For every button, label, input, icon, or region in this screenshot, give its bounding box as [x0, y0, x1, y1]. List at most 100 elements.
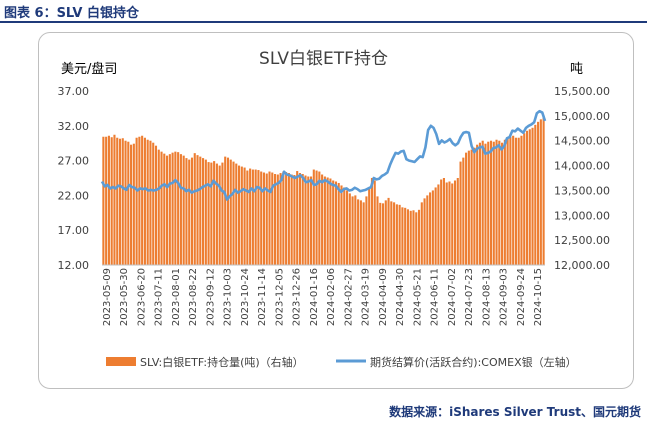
holding-bar — [512, 135, 515, 265]
holding-bar — [265, 173, 268, 265]
holding-bar — [334, 181, 338, 265]
x-tick-label: 2023-11-14 — [257, 268, 268, 326]
x-tick-label: 2024-05-21 — [412, 268, 423, 326]
holding-bar — [207, 162, 210, 265]
x-tick-label: 2024-02-27 — [343, 268, 354, 326]
holding-bar — [249, 168, 252, 265]
x-tick-label: 2024-07-02 — [447, 268, 458, 326]
holding-bar — [287, 173, 290, 265]
holding-bar — [118, 138, 122, 265]
holding-bar — [121, 138, 124, 265]
holding-bar — [238, 165, 241, 265]
holding-bar — [326, 177, 329, 265]
holding-bar — [179, 154, 182, 265]
holding-bar — [221, 162, 224, 265]
holding-bar — [304, 175, 307, 265]
holding-bar — [226, 157, 230, 265]
holding-bar — [271, 172, 274, 265]
holding-bar — [107, 135, 110, 265]
holding-bar — [143, 137, 146, 265]
right-tick-label: 12,000.00 — [554, 259, 610, 272]
holding-bar — [434, 187, 437, 265]
holding-bar — [260, 171, 263, 265]
holding-bar — [312, 169, 315, 265]
holding-bar — [215, 163, 218, 265]
holding-bar — [368, 187, 371, 265]
holding-bar — [467, 150, 470, 265]
holding-bar — [506, 137, 509, 265]
holding-bar — [204, 159, 207, 265]
holding-bar — [412, 210, 415, 265]
holding-bar — [337, 182, 340, 265]
holding-bar — [154, 145, 158, 265]
holding-bar — [351, 196, 354, 265]
holding-bar — [359, 200, 362, 265]
holding-bar — [105, 136, 108, 265]
legend-bar-label: SLV:白银ETF:持仓量(吨)（右轴） — [140, 355, 304, 369]
left-tick-label: 22.00 — [58, 189, 90, 202]
holding-bar — [174, 151, 177, 265]
holding-bar — [465, 152, 468, 265]
holding-bar — [393, 202, 396, 265]
x-tick-label: 2023-07-11 — [154, 268, 165, 326]
holding-bar — [404, 207, 407, 265]
holding-bar — [268, 171, 271, 265]
holding-bar — [246, 170, 249, 265]
holding-bar — [357, 199, 360, 265]
left-tick-label: 27.00 — [58, 155, 90, 168]
holding-bar — [276, 174, 279, 265]
holding-bar — [196, 155, 199, 265]
holding-bar — [130, 144, 133, 265]
holding-bar — [365, 196, 368, 265]
holding-bar — [149, 140, 152, 265]
holding-bar — [531, 127, 534, 265]
holding-bar — [417, 209, 421, 265]
holding-bar — [423, 198, 426, 265]
holding-bar — [152, 142, 155, 265]
holding-bar — [473, 147, 476, 265]
left-tick-label: 37.00 — [58, 85, 90, 98]
holding-bar — [262, 172, 266, 265]
holding-bar — [188, 159, 191, 265]
holding-bar — [315, 170, 318, 265]
x-tick-label: 2023-10-24 — [240, 268, 251, 326]
holding-bar — [431, 190, 434, 265]
right-tick-label: 14,000.00 — [554, 160, 610, 173]
holding-bar — [229, 159, 232, 265]
x-tick-label: 2024-04-30 — [395, 268, 406, 326]
holding-bar — [224, 156, 227, 265]
holding-bar — [440, 179, 443, 265]
holding-bar — [542, 115, 545, 265]
holding-bar — [218, 165, 221, 265]
line-layer — [100, 109, 547, 201]
holding-bar — [141, 135, 144, 265]
x-tick-label: 2023-08-01 — [171, 268, 182, 326]
right-tick-label: 13,000.00 — [554, 209, 610, 222]
holding-bar — [110, 137, 113, 265]
legend-bar-swatch — [106, 357, 136, 366]
holding-bar — [171, 152, 174, 265]
holding-bar — [420, 202, 423, 265]
holding-bar — [210, 162, 213, 265]
holding-bar — [370, 178, 373, 265]
x-tick-label: 2023-12-26 — [292, 268, 303, 326]
holding-bar — [199, 156, 202, 265]
x-tick-label: 2023-09-12 — [205, 268, 216, 326]
holding-bar — [390, 201, 393, 265]
holding-bar — [177, 152, 180, 265]
holding-bar — [381, 203, 385, 265]
x-tick-label: 2024-09-24 — [516, 268, 527, 326]
holding-bar — [484, 143, 487, 265]
holding-bar — [462, 157, 465, 265]
holding-bar — [406, 209, 409, 265]
holding-bar — [132, 143, 135, 265]
holding-bar — [329, 178, 332, 265]
holding-bar — [166, 155, 169, 265]
holding-bar — [332, 180, 335, 265]
left-axis-unit: 美元/盘司 — [61, 62, 118, 77]
holding-bar — [398, 204, 401, 265]
holding-bar — [409, 210, 412, 265]
right-tick-label: 14,500.00 — [554, 135, 610, 148]
holding-bar — [293, 175, 296, 265]
holding-bar — [235, 163, 238, 265]
